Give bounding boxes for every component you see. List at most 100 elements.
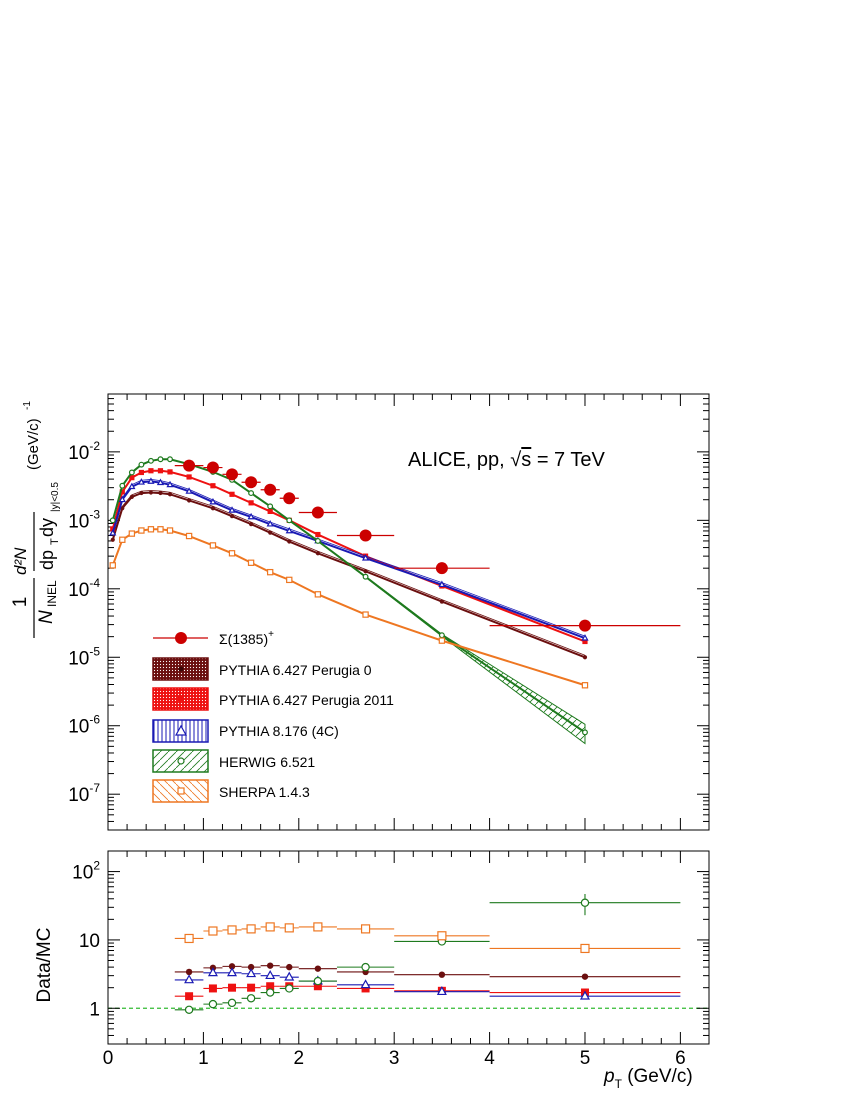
ratio-point: [228, 963, 236, 970]
ratio-point: [579, 990, 591, 1000]
mc-point: [120, 506, 125, 511]
mc-point: [158, 491, 163, 496]
svg-text:(GeV/c): (GeV/c): [25, 418, 42, 470]
data-points: [174, 459, 681, 632]
ratio-points: [174, 893, 681, 1014]
svg-text:-1: -1: [22, 401, 33, 410]
mc-point: [119, 482, 126, 489]
mc-point: [287, 539, 292, 544]
ratio-point: [314, 965, 322, 972]
mc-point: [286, 576, 293, 584]
ratio-point: [207, 967, 218, 977]
mc-point: [109, 529, 117, 536]
mc-point: [128, 469, 135, 476]
mc-point: [314, 538, 321, 544]
mc-point: [582, 729, 588, 736]
legend-item-perugia0: PYTHIA 6.427 Perugia 0: [152, 657, 372, 681]
mc-point: [128, 482, 136, 490]
mc-point: [229, 491, 235, 497]
mc-point: [247, 512, 255, 520]
mc-line: [111, 491, 586, 659]
mc-point: [186, 474, 192, 480]
ratio-point: [184, 1005, 194, 1014]
mc-series-0: [110, 490, 588, 660]
ratio-series-0: [174, 962, 681, 980]
ratio-point: [438, 971, 446, 978]
mc-point: [438, 632, 445, 639]
data-point: [183, 459, 196, 472]
svg-text:HERWIG 6.521: HERWIG 6.521: [219, 754, 315, 770]
mc-series-4: [109, 526, 589, 689]
svg-text:PYTHIA 6.427 Perugia 2011: PYTHIA 6.427 Perugia 2011: [219, 692, 394, 708]
legend-item-sigma: Σ(1385)+: [153, 629, 274, 647]
ratio-point: [437, 931, 447, 941]
mc-point: [167, 492, 173, 497]
mc-point: [248, 500, 254, 506]
mc-point: [156, 478, 165, 486]
ratio-point: [265, 922, 275, 932]
mc-point: [137, 478, 146, 485]
ratio-point: [360, 924, 371, 934]
mc-point: [118, 495, 126, 503]
mc-point: [209, 497, 217, 505]
ratio-point: [185, 992, 194, 1001]
mc-point: [139, 491, 144, 496]
mc-point: [210, 506, 216, 511]
svg-text:N: N: [36, 610, 57, 624]
ratio-point: [361, 984, 370, 993]
ratio-point: [285, 984, 294, 993]
ratio-point: [436, 986, 447, 996]
mc-point: [157, 526, 164, 533]
data-point: [264, 483, 277, 496]
mc-point: [166, 480, 174, 488]
mc-point: [286, 517, 293, 524]
mc-point: [129, 475, 135, 481]
data-point: [245, 476, 258, 489]
mc-point: [129, 494, 134, 499]
y-tick-label: 10: [79, 931, 100, 952]
mc-point: [362, 611, 369, 618]
mc-point: [268, 530, 273, 535]
mc-point: [109, 517, 116, 524]
ratio-point: [265, 988, 275, 997]
svg-text:PYTHIA 8.176 (4C): PYTHIA 8.176 (4C): [219, 723, 339, 739]
mc-point: [147, 526, 155, 533]
x-axis-label: pT (GeV/c): [603, 1066, 693, 1091]
mc-point: [119, 536, 126, 543]
svg-text:|y|<0.5: |y|<0.5: [50, 482, 61, 512]
ratio-point: [360, 979, 371, 989]
ratio-point: [208, 999, 218, 1009]
ratio-y-axis-label: Data/MC: [34, 928, 55, 1003]
y-tick-label: 10-7: [68, 781, 100, 806]
data-point: [435, 562, 448, 575]
legend-item-perugia2011: PYTHIA 6.427 Perugia 2011: [152, 687, 394, 711]
mc-point: [148, 490, 154, 495]
x-tick-label: 6: [675, 1048, 686, 1069]
data-point: [283, 492, 296, 505]
y-tick-label: 10-6: [68, 713, 100, 738]
mc-point: [315, 551, 320, 556]
mc-point: [229, 514, 235, 519]
mc-point: [266, 568, 274, 576]
x-tick-label: 5: [580, 1048, 591, 1069]
mc-point: [167, 469, 173, 475]
mc-point: [167, 456, 173, 463]
ratio-point: [246, 924, 256, 934]
mc-point: [209, 542, 217, 549]
y-tick-label: 10-2: [68, 439, 100, 464]
mc-point: [210, 483, 216, 489]
ratio-point: [284, 971, 295, 981]
mc-point: [362, 573, 369, 580]
ratio-point: [580, 898, 590, 907]
legend-item-sherpa: SHERPA 1.4.3: [152, 779, 310, 803]
svg-text:dy: dy: [37, 518, 57, 537]
spectrum-axis-ticks: [107, 393, 709, 831]
svg-text:T: T: [49, 538, 61, 545]
spectrum-y-tick-labels: 10-2 10-3 10-4 10-5 10-6 10-7: [68, 439, 100, 806]
svg-text:SHERPA 1.4.3: SHERPA 1.4.3: [219, 784, 310, 800]
mc-point: [185, 487, 193, 494]
ratio-series-4: [174, 922, 681, 954]
ratio-point: [313, 982, 322, 991]
data-point: [206, 461, 219, 474]
